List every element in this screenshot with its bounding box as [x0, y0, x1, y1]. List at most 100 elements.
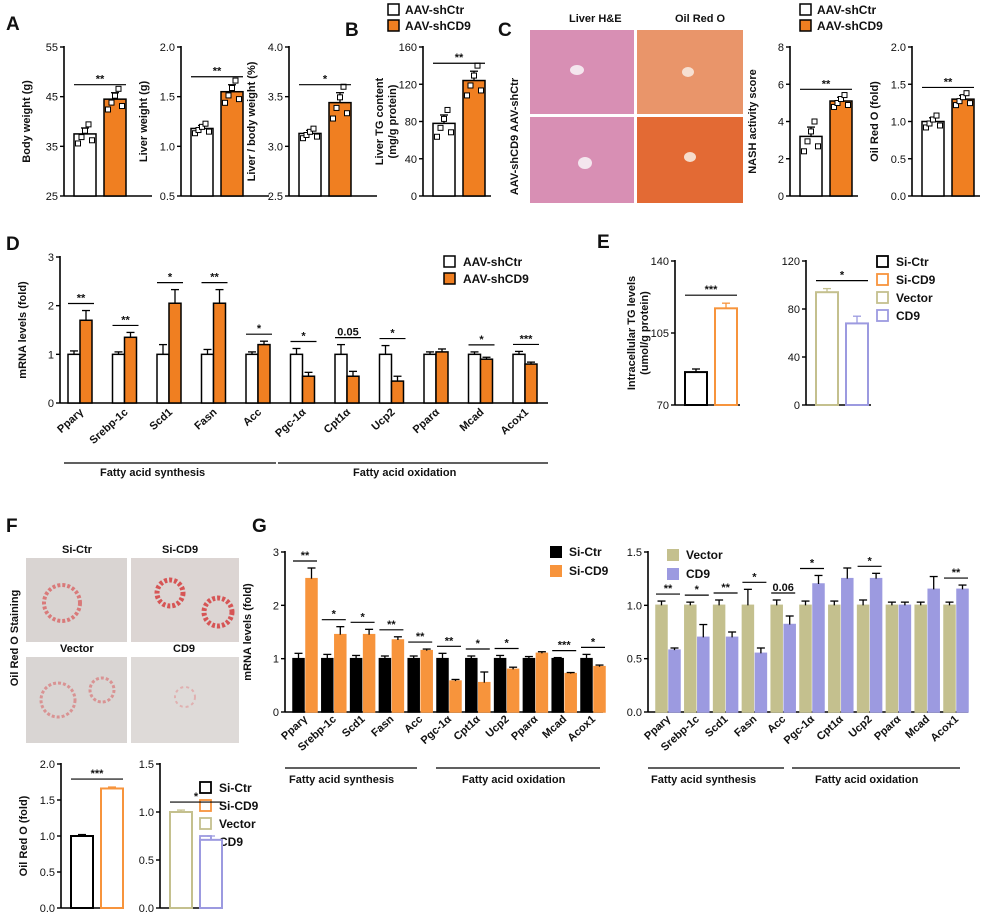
bar-G2-7-a [856, 604, 870, 713]
legend-label-sicd9-f: Si-CD9 [219, 799, 259, 813]
y-label-B: Liver TG content [374, 77, 386, 165]
point-C2-1-3 [963, 90, 970, 97]
bar-G1-9-b [564, 672, 577, 713]
legend-swatch-shcd9-c [799, 19, 812, 32]
tick-label-A3-0: 2.5 [268, 191, 283, 203]
tick-label-F2-3: 1.5 [139, 759, 154, 771]
sig-label-G1-6: * [476, 638, 481, 650]
bar-C2-1 [951, 98, 975, 197]
tick-label-F2-1: 0.5 [139, 855, 154, 867]
y-label-C1: NASH activity score [747, 69, 759, 174]
bar-G2-5-a [799, 604, 812, 713]
tick-label-F1-4: 2.0 [40, 759, 55, 771]
tick-label-A3-3: 4.0 [268, 42, 283, 54]
point-A2-1-4 [236, 96, 242, 103]
bar-D-1-a [111, 353, 126, 404]
legend-swatch-shctr-c [799, 3, 812, 16]
bar-G2-0-a [655, 604, 668, 713]
point-B-1-2 [471, 72, 477, 79]
group-label-g2-synth: Fatty acid synthesis [651, 774, 756, 786]
point-B-0-4 [448, 129, 454, 136]
point-A1-0-0 [75, 140, 81, 147]
point-A2-1-2 [229, 84, 235, 91]
bar-F1-1 [100, 787, 124, 909]
bar-G2-0-b [668, 649, 681, 713]
bar-G2-8-b [898, 604, 912, 713]
category-label-G2-3: Fasn [732, 713, 759, 739]
legend-swatch-sictr-e [876, 255, 889, 268]
sig-label-D-10: *** [520, 333, 534, 345]
point-A3-1-0 [330, 115, 336, 122]
image-title-vector: Vector [60, 643, 94, 655]
point-A2-0-4 [206, 128, 212, 135]
y-label-F1: Oil Red O (fold) [18, 795, 30, 876]
bar-D-9-a [467, 353, 482, 404]
bar-G2-3-b [754, 652, 768, 713]
category-label-G1-10: Acox1 [565, 713, 598, 744]
category-label-D-4: Acc [241, 406, 264, 428]
category-label-G2-2: Scd1 [703, 713, 731, 740]
image-row-label-shctr: AAV-shCtr [509, 77, 521, 132]
bar-D-7-b [390, 380, 405, 404]
tick-label-A3-2: 3.5 [268, 92, 283, 104]
sig-label-G1-10: * [591, 636, 596, 648]
micrograph-sictr [26, 558, 127, 642]
point-C1-0-3 [811, 118, 818, 125]
panel-label-E: E [597, 232, 610, 253]
legend-panel-b: AAV-shCtr AAV-shCD9 [387, 3, 471, 33]
panel-label-A: A [6, 14, 20, 35]
tick-label-B-4: 160 [399, 42, 417, 54]
group-label-d-ox: Fatty acid oxidation [353, 467, 457, 479]
sig-label-F1: *** [91, 768, 105, 780]
y-label-D: mRNA levels (fold) [17, 281, 29, 379]
tick-label-C1-0: 0 [778, 191, 784, 203]
group-label-g2-ox: Fatty acid oxidation [815, 774, 919, 786]
bar-G1-1-a [321, 657, 334, 713]
tick-label-E2-1: 40 [788, 352, 800, 364]
image-row-label-shcd9: AAV-shCD9 [509, 135, 521, 195]
category-label-D-0: Pparγ [55, 406, 86, 436]
tick-label-A2-3: 2.0 [160, 42, 175, 54]
point-A2-0-3 [202, 120, 209, 127]
category-label-D-9: Mcad [458, 406, 487, 434]
category-label-G2-8: Pparα [872, 713, 903, 743]
tick-label-A1-1: 35 [46, 141, 58, 153]
tick-label-B-1: 40 [405, 154, 417, 166]
group-label-g1-synth: Fatty acid synthesis [289, 774, 394, 786]
bar-G1-9-a [551, 657, 564, 713]
bar-A1-1 [103, 98, 127, 197]
legend-label-cd9-f: CD9 [219, 835, 243, 849]
tick-label-C1-4: 8 [778, 42, 784, 54]
bar-E1-0 [684, 371, 708, 407]
legend-swatch-cd9-e [876, 309, 889, 322]
point-C1-1-3 [841, 92, 848, 99]
bar-E1-1 [714, 307, 738, 407]
bar-G1-2-b [362, 633, 376, 713]
legend-swatch-sicd9-e [876, 273, 889, 286]
point-A2-1-0 [222, 99, 228, 106]
bar-D-6-b [346, 375, 360, 404]
category-label-D-3: Fasn [192, 406, 219, 432]
legend-label-cd9-e: CD9 [896, 309, 920, 323]
category-label-G2-5: Pgc-1α [782, 713, 817, 747]
category-label-G1-7: Ucp2 [484, 713, 512, 740]
tick-label-C2-2: 1.0 [891, 117, 906, 129]
bar-D-3-b [212, 302, 227, 404]
sig-label-D-3: ** [210, 272, 219, 284]
bar-G2-1-b [697, 636, 710, 713]
legend-label-sicd9-e: Si-CD9 [896, 273, 936, 287]
legend-panel-d: AAV-shCtr AAV-shCD9 [443, 255, 529, 286]
point-C2-1-0 [953, 102, 959, 109]
bar-G1-4-a [407, 657, 420, 713]
bar-D-2-a [156, 353, 170, 404]
lipid-ring-3 [201, 595, 235, 629]
legend-label-vector-g: Vector [686, 548, 723, 562]
sig-label-G1-5: ** [445, 635, 454, 647]
point-A1-0-2 [82, 127, 88, 134]
sig-label-G1-2: * [360, 611, 365, 623]
point-C2-1-1 [956, 98, 963, 105]
tick-label-C1-1: 2 [778, 154, 784, 166]
legend-label-shctr: AAV-shCtr [405, 3, 464, 17]
bar-D-3-a [200, 353, 215, 404]
staining-side-label: Oil Red O Staining [9, 590, 21, 687]
